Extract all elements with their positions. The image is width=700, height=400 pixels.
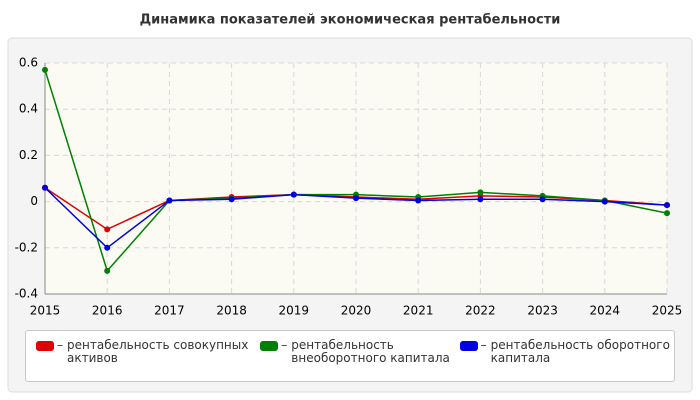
data-point xyxy=(601,198,608,205)
legend-swatch xyxy=(459,341,478,351)
data-point xyxy=(290,191,297,198)
legend-dash: – xyxy=(480,338,487,352)
x-tick-label: 2020 xyxy=(341,304,372,318)
data-point xyxy=(166,197,173,204)
y-tick-label: 0.2 xyxy=(19,148,38,162)
legend-dash: – xyxy=(281,338,288,352)
plot-area xyxy=(45,63,667,294)
chart-title: Динамика показателей экономическая рента… xyxy=(140,13,561,28)
y-tick-label: 0.4 xyxy=(19,102,38,116)
x-tick-label: 2025 xyxy=(652,304,683,318)
data-point xyxy=(353,195,359,202)
legend-dash: – xyxy=(57,338,63,352)
legend-item: – рентабельность внеоборотного капитала xyxy=(260,339,459,381)
y-tick-label: -0.2 xyxy=(15,240,38,254)
x-tick-label: 2019 xyxy=(279,304,310,318)
x-tick-label: 2023 xyxy=(527,304,558,318)
y-tick-label: 0 xyxy=(30,194,38,208)
legend-swatch xyxy=(36,341,54,351)
legend-label: рентабельность внеоборотного капитала xyxy=(291,338,450,365)
data-point xyxy=(539,196,546,203)
data-point xyxy=(42,184,48,191)
data-point xyxy=(477,196,484,203)
data-point xyxy=(104,244,111,251)
data-point xyxy=(664,210,670,217)
data-point xyxy=(664,202,670,209)
data-point xyxy=(104,267,111,274)
data-point xyxy=(42,66,48,73)
legend-swatch xyxy=(260,341,279,351)
legend: – рентабельность совокупных активов – рента… xyxy=(25,330,675,382)
x-tick-label: 2015 xyxy=(30,304,61,318)
legend-item: – рентабельность совокупных активов xyxy=(36,339,260,381)
x-tick-label: 2024 xyxy=(590,304,621,318)
x-tick-label: 2016 xyxy=(92,304,123,318)
y-tick-label: -0.4 xyxy=(15,287,38,301)
data-point xyxy=(477,189,484,196)
x-tick-label: 2017 xyxy=(154,304,185,318)
data-point xyxy=(415,197,422,204)
legend-item: – рентабельность оборотного капитала xyxy=(459,338,674,381)
y-tick-label: 0.6 xyxy=(19,56,38,70)
data-point xyxy=(104,226,111,233)
legend-label: рентабельность оборотного капитала xyxy=(490,338,670,365)
x-tick-label: 2021 xyxy=(403,304,434,318)
legend-label: рентабельность совокупных активов xyxy=(67,338,249,365)
x-tick-label: 2018 xyxy=(216,304,247,318)
x-tick-label: 2022 xyxy=(465,304,496,318)
data-point xyxy=(228,196,235,203)
